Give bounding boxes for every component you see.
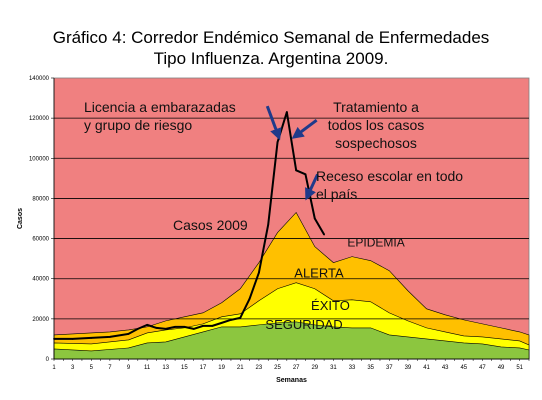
x-tick-label: 15 [181, 365, 188, 371]
x-axis-title: Semanas [276, 377, 307, 384]
chart-title-line-1: Gráfico 4: Corredor Endémico Semanal de … [52, 28, 490, 47]
cases-2009-point [267, 223, 270, 226]
annotations-layer: Licencia a embarazadas y grupo de riesgo T… [84, 99, 463, 233]
annotation-licencia-2: y grupo de riesgo [84, 117, 192, 133]
cases-2009-point [258, 271, 260, 274]
cases-2009-point [108, 336, 111, 338]
x-tick-label: 47 [479, 365, 486, 371]
cases-2009-point [313, 217, 316, 220]
tratamiento-arrow [291, 118, 318, 139]
y-tick-label: 0 [46, 357, 50, 363]
cases-2009-point [285, 111, 288, 114]
band-label-seguridad: SEGURIDAD [265, 317, 342, 332]
annotation-casos-2009: Casos 2009 [173, 217, 248, 233]
y-tick-label: 60000 [32, 237, 49, 243]
x-tick-label: 7 [108, 365, 112, 371]
x-tick-label: 43 [442, 365, 449, 371]
x-tick-label: 51 [516, 365, 523, 371]
band-area-0 [53, 321, 530, 360]
x-tick-label: 27 [293, 365, 300, 371]
y-axis-title: Casos [17, 208, 24, 229]
annotation-tratamiento-1: Tratamiento a [333, 99, 419, 115]
x-tick-label: 37 [386, 365, 393, 371]
x-tick-label: 31 [330, 365, 337, 371]
y-tick-label: 40000 [32, 277, 49, 283]
cases-2009-line [54, 111, 325, 340]
licencia-arrow [265, 105, 282, 141]
x-tick-label: 19 [218, 365, 225, 371]
x-tick-label: 41 [423, 365, 430, 371]
arrows-layer [265, 105, 319, 201]
x-tick-label: 13 [162, 365, 169, 371]
annotation-tratamiento-2: todos los casos [328, 117, 425, 133]
x-tick-label: 3 [71, 365, 75, 371]
annotation-licencia-1: Licencia a embarazadas [84, 99, 236, 115]
cases-2009-point [211, 324, 214, 327]
cases-2009-point [174, 325, 176, 328]
cases-2009-point [127, 333, 130, 335]
cases-2009-point [220, 321, 223, 324]
x-tick-label: 39 [405, 365, 412, 371]
cases-2009-point [192, 327, 195, 330]
x-tick-label: 1 [52, 365, 56, 371]
band-label-alerta: ALERTA [294, 266, 344, 281]
bands-layer [53, 211, 530, 360]
annotation-tratamiento-3: sospechosos [335, 135, 417, 151]
x-tick-label: 11 [144, 365, 151, 371]
cases-2009-point [183, 325, 186, 328]
cases-2009-point [230, 318, 232, 321]
x-tick-label: 49 [498, 365, 505, 371]
gridlines-layer [54, 117, 529, 320]
x-tick-label: 35 [367, 365, 374, 371]
y-tick-label: 140000 [29, 76, 50, 82]
x-tick-label: 21 [237, 365, 244, 371]
band-label-exito: ÉXITO [311, 298, 350, 313]
cases-2009-point [248, 297, 251, 300]
cases-2009-point [136, 327, 139, 330]
cases-2009-point [202, 324, 204, 327]
axes-layer: 0 20000 40000 60000 80000 100000 120000 140000 1… [29, 76, 530, 371]
x-tick-label: 5 [90, 365, 94, 371]
cases-2009-point [276, 141, 279, 144]
band-label-epidemia: EPIDEMIA [347, 236, 404, 250]
x-tick-label: 45 [460, 365, 467, 371]
x-tick-label: 17 [200, 365, 207, 371]
cases-2009-point [304, 173, 307, 176]
x-tick-label: 29 [311, 365, 318, 371]
y-tick-label: 20000 [32, 317, 49, 323]
x-tick-label: 9 [127, 365, 131, 371]
annotation-receso-1: Receso escolar en todo [316, 168, 463, 184]
cases-2009-point [239, 316, 242, 319]
annotation-receso-2: el país [316, 186, 357, 202]
x-tick-label: 25 [274, 365, 281, 371]
cases-layer [53, 111, 325, 340]
cases-2009-point [164, 327, 167, 330]
band-labels-layer: EPIDEMIA ALERTA ÉXITO SEGURIDAD [265, 236, 404, 332]
y-tick-label: 100000 [29, 156, 50, 162]
y-tick-label: 120000 [29, 116, 50, 122]
chart-title-line-2: Tipo Influenza. Argentina 2009. [153, 49, 389, 68]
x-tick-label: 33 [349, 365, 356, 371]
cases-2009-point [90, 337, 93, 339]
cases-2009-point [155, 326, 158, 329]
cases-2009-point [295, 169, 298, 172]
x-tick-label: 23 [256, 365, 263, 371]
y-tick-label: 80000 [32, 196, 49, 202]
cases-2009-point [146, 323, 149, 326]
receso-arrow [305, 173, 319, 201]
cases-2009-point [71, 338, 74, 340]
cases-2009-point [323, 233, 325, 236]
